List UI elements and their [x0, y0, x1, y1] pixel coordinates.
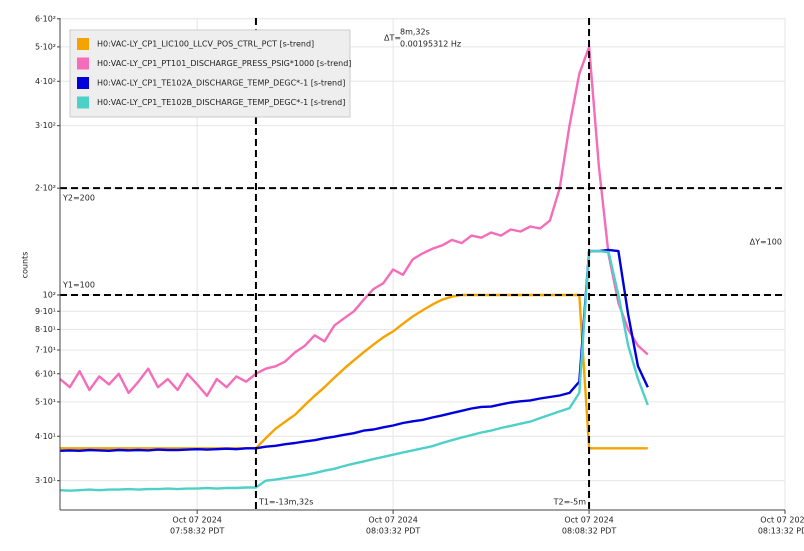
series-line: [59, 248, 649, 452]
y-axis-label: counts: [21, 252, 30, 279]
y-tick-label: 3·10²: [35, 121, 56, 130]
x-tick-label: 08:13:32 PDT: [758, 527, 804, 536]
y-tick-label: 7·10¹: [35, 346, 56, 355]
cursor-label: T2=-5m: [553, 498, 587, 507]
series-line: [59, 45, 649, 397]
y-tick-label: 8·10¹: [35, 325, 56, 334]
legend-label: H0:VAC-LY_CP1_TE102B_DISCHARGE_TEMP_DEGC…: [97, 98, 345, 107]
cursor-label: Y2=200: [62, 194, 95, 203]
delta-t-value: 8m,32s: [400, 28, 430, 37]
series-lines: [59, 45, 649, 492]
legend-label: H0:VAC-LY_CP1_PT101_DISCHARGE_PRESS_PSIG…: [97, 59, 351, 68]
y-tick-label: 9·10¹: [35, 307, 56, 316]
legend-swatch: [77, 96, 89, 109]
x-tick-label: Oct 07 2024: [760, 516, 804, 525]
y-tick-label: 4·10²: [35, 77, 56, 86]
y-tick-label: 6·10¹: [35, 369, 56, 378]
x-tick-label: Oct 07 2024: [564, 516, 613, 525]
y-tick-label: 5·10¹: [35, 397, 56, 406]
x-tick-label: Oct 07 2024: [172, 516, 221, 525]
cursor-label: T1=-13m,32s: [258, 498, 313, 507]
legend-swatch: [77, 57, 89, 70]
legend: H0:VAC-LY_CP1_LIC100_LLCV_POS_CTRL_PCT […: [69, 29, 351, 118]
grid: [60, 18, 786, 510]
delta-y-label: ΔY=100: [750, 238, 782, 247]
y-tick-label: 10²: [43, 291, 56, 300]
series-line: [59, 249, 649, 492]
ticks: 3·10¹ 4·10¹ 5·10¹ 6·10¹ 7·10¹ 8·10¹ 9·10¹ 10² 2·…: [35, 14, 804, 535]
delta-t-label: ΔT=: [384, 34, 401, 43]
delta-t-value: 0.00195312 Hz: [400, 40, 461, 49]
x-tick-label: 08:03:32 PDT: [366, 527, 420, 536]
x-tick-label: 07:58:32 PDT: [170, 527, 224, 536]
y-tick-label: 3·10¹: [35, 476, 56, 485]
x-tick-label: Oct 07 2024: [368, 516, 417, 525]
y-tick-label: 4·10¹: [35, 432, 56, 441]
legend-swatch: [77, 38, 89, 50]
cursor-label: Y1=100: [62, 281, 95, 290]
x-tick-label: 08:08:32 PDT: [562, 527, 616, 536]
y-tick-label: 2·10²: [35, 184, 56, 193]
legend-swatch: [77, 77, 89, 89]
y-tick-label: 5·10²: [35, 42, 56, 51]
legend-label: H0:VAC-LY_CP1_LIC100_LLCV_POS_CTRL_PCT […: [97, 40, 314, 49]
legend-label: H0:VAC-LY_CP1_TE102A_DISCHARGE_TEMP_DEGC…: [97, 79, 345, 88]
y-tick-label: 6·10²: [35, 14, 56, 23]
legend-box: [69, 29, 351, 118]
